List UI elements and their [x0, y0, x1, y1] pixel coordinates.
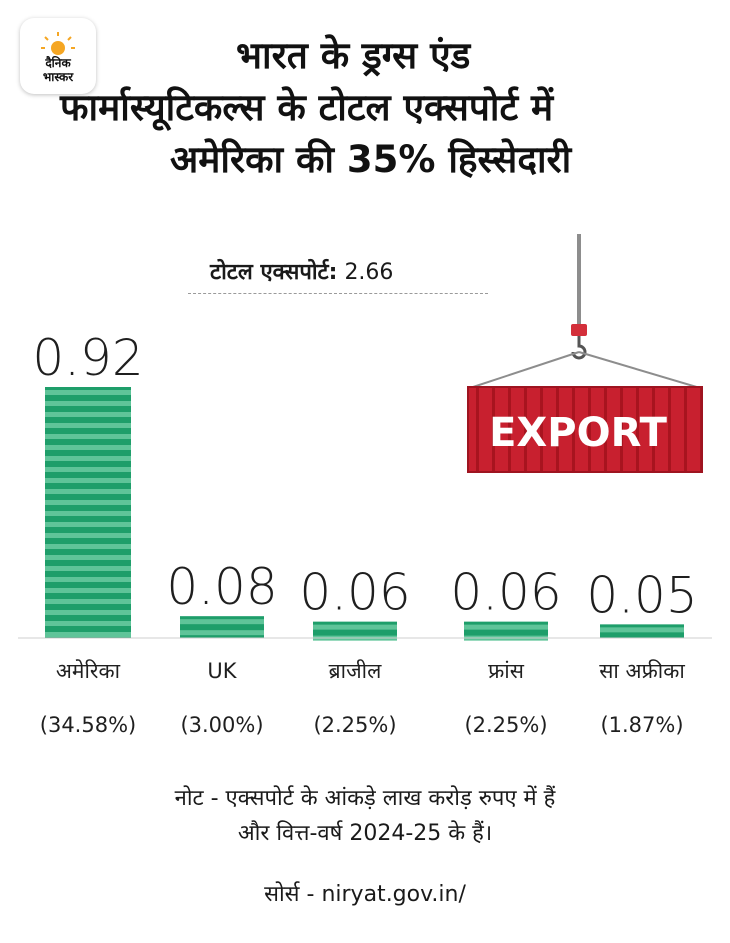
- sling-left: [469, 351, 580, 389]
- total-export-label: टोटल एक्सपोर्ट:: [210, 260, 338, 285]
- note-line-2: और वित्त-वर्ष 2024-25 के हैं।: [237, 821, 493, 846]
- headline-line-1: भारत के ड्रग्स एंड: [236, 34, 471, 77]
- crane-hook-block: [571, 324, 587, 336]
- value-label: 0.06: [299, 564, 410, 622]
- share-label: (34.58%): [40, 713, 136, 737]
- total-divider: [188, 293, 488, 294]
- bar: [45, 387, 131, 638]
- value-label: 0.05: [586, 566, 697, 624]
- logo-line-1: दैनिक: [45, 56, 71, 70]
- total-export-value: 2.66: [344, 260, 394, 285]
- container-frame: [467, 386, 703, 473]
- value-label: 0.08: [166, 558, 277, 616]
- category-label: सा अफ्रीका: [599, 659, 685, 683]
- note-line-1: नोट - एक्सपोर्ट के आंकड़े लाख करोड़ रुपए…: [174, 786, 556, 811]
- category-label: अमेरिका: [56, 659, 121, 683]
- container-box: [468, 387, 702, 472]
- headline: भारत के ड्रग्स एंड फार्मास्यूटिकल्स के ट…: [0, 30, 730, 186]
- category-label: UK: [207, 659, 237, 683]
- share-label: (2.25%): [464, 713, 547, 737]
- headline-line-2: फार्मास्यूटिकल्स के टोटल एक्सपोर्ट में: [60, 86, 554, 129]
- container-sign-text: EXPORT: [489, 410, 667, 456]
- total-export: टोटल एक्सपोर्ट: 2.66: [210, 256, 393, 286]
- crane-hook-icon: [571, 336, 587, 360]
- headline-line-3: अमेरिका की 35% हिस्सेदारी: [170, 138, 572, 181]
- logo-line-2: भास्कर: [42, 70, 74, 84]
- share-label: (1.87%): [600, 713, 683, 737]
- share-label: (2.25%): [313, 713, 396, 737]
- dainik-bhaskar-logo: दैनिक भास्कर: [20, 18, 96, 94]
- bar: [600, 624, 684, 638]
- sling-right: [578, 351, 701, 389]
- category-label: फ्रांस: [488, 659, 525, 683]
- share-label: (3.00%): [180, 713, 263, 737]
- bar: [180, 616, 264, 638]
- export-container-illustration: EXPORT: [467, 234, 703, 473]
- category-label: ब्राजील: [329, 659, 382, 683]
- sun-logo-icon: [41, 32, 75, 55]
- source-line: सोर्स - niryat.gov.in/: [264, 882, 466, 907]
- value-label: 0.92: [32, 329, 143, 387]
- value-label: 0.06: [450, 564, 561, 622]
